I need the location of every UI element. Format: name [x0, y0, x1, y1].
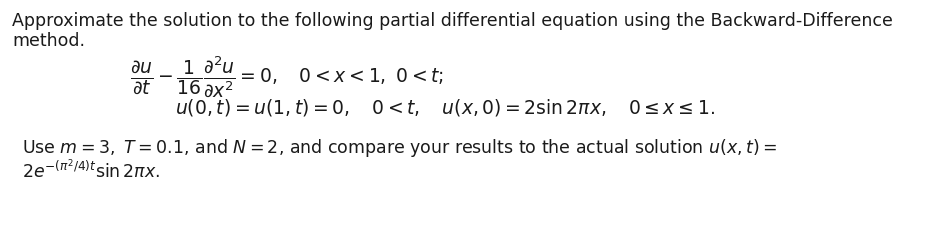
Text: Use $m = 3,\ T = 0.1$, and $N = 2$, and compare your results to the actual solut: Use $m = 3,\ T = 0.1$, and $N = 2$, and … [22, 137, 778, 159]
Text: $\dfrac{\partial u}{\partial t} - \dfrac{1}{16}\dfrac{\partial^2 u}{\partial x^2: $\dfrac{\partial u}{\partial t} - \dfrac… [130, 55, 444, 100]
Text: $u(0, t) = u(1, t) = 0, \quad 0 < t, \quad u(x, 0) = 2\sin 2\pi x, \quad 0 \leq : $u(0, t) = u(1, t) = 0, \quad 0 < t, \qu… [175, 97, 715, 118]
Text: $2e^{-(\pi^2/4)t}\sin 2\pi x.$: $2e^{-(\pi^2/4)t}\sin 2\pi x.$ [22, 159, 160, 182]
Text: Approximate the solution to the following partial differential equation using th: Approximate the solution to the followin… [12, 12, 893, 30]
Text: method.: method. [12, 32, 85, 50]
